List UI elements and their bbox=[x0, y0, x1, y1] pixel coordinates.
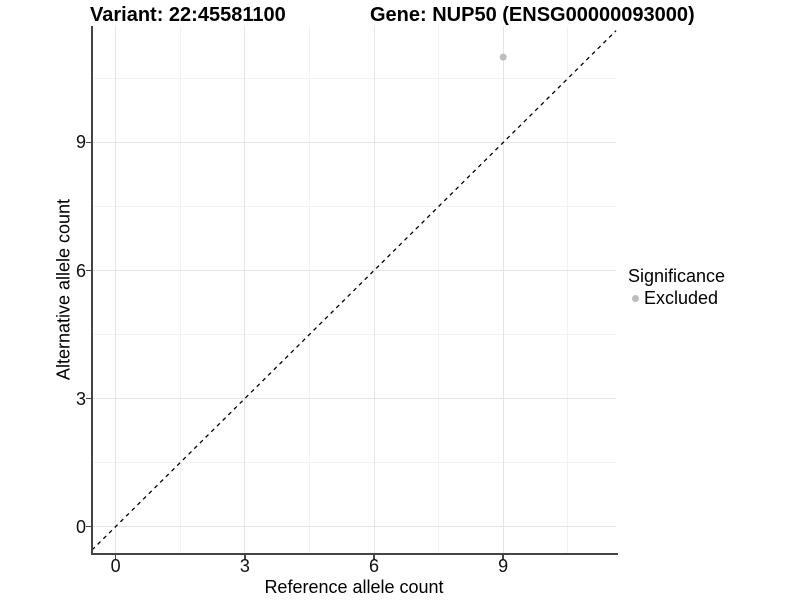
y-tick-mark bbox=[85, 141, 91, 144]
excluded-point-icon bbox=[632, 294, 639, 302]
x-minor-gridline bbox=[438, 26, 440, 553]
y-major-gridline bbox=[92, 141, 616, 143]
x-axis-title: Reference allele count bbox=[264, 577, 444, 597]
x-minor-gridline bbox=[308, 26, 310, 553]
x-tick-label: 0 bbox=[110, 556, 121, 576]
y-tick-mark bbox=[85, 525, 91, 528]
x-axis-line bbox=[90, 553, 618, 555]
y-minor-gridline bbox=[92, 206, 616, 207]
legend-entry-excluded: Excluded bbox=[628, 288, 725, 308]
plot-title-gene: Gene: NUP50 (ENSG00000093000) bbox=[370, 4, 695, 26]
legend-key bbox=[628, 290, 643, 306]
y-tick-label: 3 bbox=[75, 388, 86, 409]
y-major-gridline bbox=[92, 270, 616, 271]
x-major-gridline bbox=[502, 26, 504, 553]
identity-line bbox=[91, 30, 617, 551]
x-major-gridline bbox=[244, 26, 246, 553]
y-major-gridline bbox=[92, 398, 616, 400]
y-tick-mark bbox=[85, 269, 91, 272]
y-minor-gridline bbox=[92, 462, 616, 464]
x-tick-label: 6 bbox=[369, 556, 380, 576]
x-major-gridline bbox=[373, 26, 375, 553]
x-tick-label: 9 bbox=[498, 556, 509, 576]
y-tick-label: 0 bbox=[75, 516, 86, 537]
plot-title-variant: Variant: 22:45581100 bbox=[90, 4, 286, 26]
x-minor-gridline bbox=[567, 26, 569, 553]
y-tick-label: 6 bbox=[75, 260, 86, 281]
y-axis-line bbox=[90, 26, 93, 555]
y-tick-mark bbox=[85, 397, 91, 400]
x-tick-mark bbox=[502, 555, 504, 560]
x-tick-mark bbox=[373, 555, 375, 560]
x-minor-gridline bbox=[179, 26, 181, 553]
x-major-gridline bbox=[115, 26, 117, 553]
legend-entry-label: Excluded bbox=[644, 288, 719, 308]
y-major-gridline bbox=[92, 526, 616, 528]
x-tick-mark bbox=[244, 555, 246, 560]
y-tick-label: 9 bbox=[75, 132, 86, 153]
y-minor-gridline bbox=[92, 334, 616, 336]
x-tick-label: 3 bbox=[239, 556, 250, 576]
y-axis-title: Alternative allele count bbox=[53, 198, 74, 381]
x-tick-mark bbox=[114, 555, 117, 560]
y-minor-gridline bbox=[92, 77, 616, 79]
legend: Significance Excluded bbox=[628, 266, 725, 308]
legend-title: Significance bbox=[628, 266, 726, 286]
